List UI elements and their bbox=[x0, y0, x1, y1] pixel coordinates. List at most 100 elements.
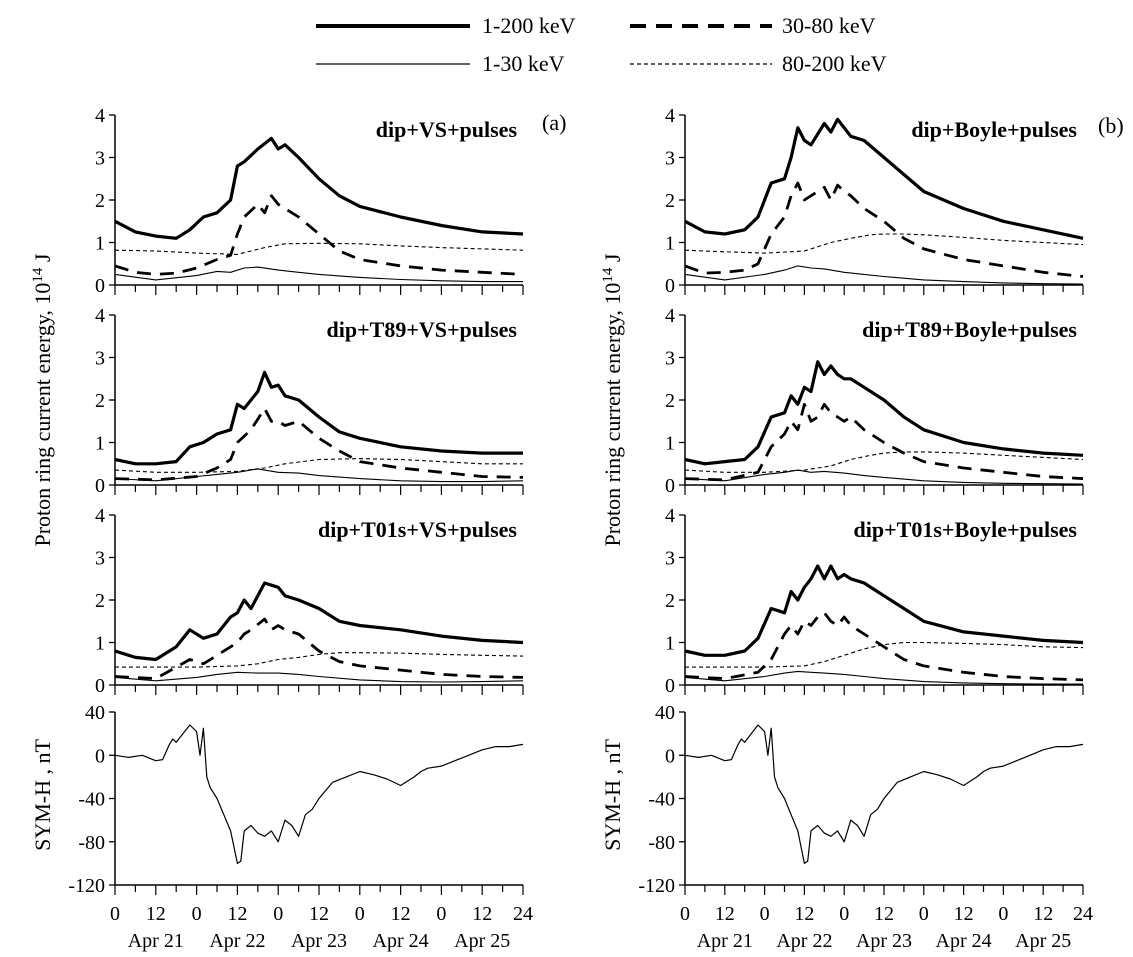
series-line-80-200-keV bbox=[684, 451, 1084, 473]
series-line-80-200-keV bbox=[115, 652, 524, 668]
series-line-SYM-H bbox=[684, 724, 1084, 865]
series-line-30-80-keV bbox=[684, 611, 1084, 682]
y-tick-label: 1 bbox=[665, 233, 675, 255]
y-tick-label: 40 bbox=[655, 702, 675, 724]
x-tick-label: 0 bbox=[680, 903, 690, 925]
x-tick-label: 0 bbox=[839, 903, 849, 925]
x-tick-label: 12 bbox=[472, 903, 492, 925]
x-date-label: Apr 24 bbox=[373, 930, 429, 952]
x-date-label: Apr 21 bbox=[128, 930, 184, 952]
y-tick-label: 3 bbox=[95, 148, 105, 170]
y-tick-label: 4 bbox=[95, 305, 105, 327]
y-tick-label: 0 bbox=[95, 675, 105, 697]
legend-label-30-80: 30-80 keV bbox=[782, 13, 876, 38]
y-tick-label: 2 bbox=[665, 190, 675, 212]
series-line-1-30-keV bbox=[684, 670, 1083, 685]
y-tick-label: 4 bbox=[665, 105, 675, 127]
series-line-1-200-keV bbox=[684, 564, 1084, 657]
series-line-SYM-H bbox=[114, 724, 524, 865]
plots: 01234dip+VS+pulses01234dip+T89+VS+pulses… bbox=[68, 105, 1093, 952]
y-tick-label: 40 bbox=[85, 702, 105, 724]
y-tick-label: 1 bbox=[665, 433, 675, 455]
series-line-1-200-keV bbox=[684, 117, 1084, 240]
series-line-30-80-keV bbox=[114, 617, 524, 680]
y-tick-label: 3 bbox=[95, 348, 105, 370]
x-tick-label: 0 bbox=[998, 903, 1008, 925]
series-line-80-200-keV bbox=[685, 641, 1084, 668]
x-tick-label: 12 bbox=[391, 903, 411, 925]
y-tick-label: 0 bbox=[665, 275, 675, 297]
x-date-label: Apr 24 bbox=[936, 930, 992, 952]
legend-label-1-200: 1-200 keV bbox=[482, 13, 576, 38]
x-tick-label: 24 bbox=[513, 903, 533, 925]
series-line-1-30-keV bbox=[114, 266, 523, 283]
y-tick-label: 1 bbox=[95, 233, 105, 255]
legend: 1-200 keV 30-80 keV 1-30 keV 80-200 keV bbox=[316, 13, 887, 76]
y-tick-label: 1 bbox=[95, 433, 105, 455]
x-tick-label: 0 bbox=[192, 903, 202, 925]
x-tick-label: 0 bbox=[436, 903, 446, 925]
y-tick-label: 4 bbox=[665, 305, 675, 327]
series-line-1-200-keV bbox=[114, 370, 523, 466]
y-tick-label: 0 bbox=[665, 475, 675, 497]
series-line-80-200-keV bbox=[114, 242, 524, 255]
subplot-1-2: 0 1 2 3 4 dip+T01s+Boyle+pulses bbox=[665, 505, 1084, 697]
x-date-label: Apr 22 bbox=[209, 930, 265, 952]
x-tick-label: 12 bbox=[146, 903, 166, 925]
y-tick-label: -80 bbox=[78, 832, 105, 854]
series-line-30-80-keV bbox=[114, 407, 524, 482]
y-tick-label: -120 bbox=[638, 875, 675, 897]
subplot-0-1: 0 1 2 3 4 dip+T89+VS+pulses bbox=[95, 305, 524, 497]
y-tick-label: 3 bbox=[665, 148, 675, 170]
y-tick-label: 0 bbox=[665, 745, 675, 767]
y-tick-label: 2 bbox=[95, 190, 105, 212]
y-tick-label: 3 bbox=[665, 348, 675, 370]
x-tick-label: 12 bbox=[227, 903, 247, 925]
y-tick-label: -120 bbox=[68, 875, 105, 897]
y-tick-label: 1 bbox=[95, 633, 105, 655]
y-tick-label: 4 bbox=[95, 105, 105, 127]
series-line-1-30-keV bbox=[114, 671, 524, 683]
x-date-label: Apr 23 bbox=[856, 930, 912, 952]
series-line-80-200-keV bbox=[684, 233, 1084, 254]
series-line-1-200-keV bbox=[114, 136, 524, 240]
series-line-1-200-keV bbox=[114, 581, 524, 662]
series-line-1-30-keV bbox=[114, 468, 524, 483]
x-date-label: Apr 22 bbox=[776, 930, 832, 952]
y-tick-label: -40 bbox=[78, 789, 105, 811]
y-tick-label: 0 bbox=[95, 745, 105, 767]
x-tick-label: 0 bbox=[919, 903, 929, 925]
subplot-title: dip+T89+Boyle+pulses bbox=[862, 317, 1077, 342]
x-tick-label: 12 bbox=[874, 903, 894, 925]
x-date-label: Apr 25 bbox=[1015, 930, 1071, 952]
x-tick-label: 12 bbox=[715, 903, 735, 925]
subplot-title: dip+T01s+Boyle+pulses bbox=[854, 517, 1078, 542]
y-tick-label: 2 bbox=[665, 590, 675, 612]
y-tick-label: 0 bbox=[95, 275, 105, 297]
subplot-0-0: 0 1 2 3 4 dip+VS+pulses bbox=[95, 105, 524, 297]
x-date-label: Apr 25 bbox=[454, 930, 510, 952]
subplot-1-0: 0 1 2 3 4 dip+Boyle+pulses bbox=[665, 105, 1084, 297]
y-tick-label: 3 bbox=[95, 548, 105, 570]
subplot-title: dip+VS+pulses bbox=[376, 117, 518, 142]
x-tick-label: 12 bbox=[1033, 903, 1053, 925]
legend-label-80-200: 80-200 keV bbox=[782, 51, 887, 76]
series-line-30-80-keV bbox=[684, 402, 1084, 482]
y-axis-label-symh-a: SYM-H , nT bbox=[30, 739, 55, 851]
series-line-30-80-keV bbox=[114, 194, 524, 276]
x-tick-label: 12 bbox=[309, 903, 329, 925]
y-tick-label: 4 bbox=[95, 505, 105, 527]
series-line-30-80-keV bbox=[684, 181, 1084, 278]
subplot-title: dip+Boyle+pulses bbox=[911, 117, 1077, 142]
subplot-1-1: 0 1 2 3 4 dip+T89+Boyle+pulses bbox=[665, 305, 1084, 497]
panel-label-b: (b) bbox=[1098, 113, 1124, 138]
x-tick-label: 12 bbox=[794, 903, 814, 925]
x-tick-label: 12 bbox=[954, 903, 974, 925]
y-tick-label: 1 bbox=[665, 633, 675, 655]
panel-label-a: (a) bbox=[542, 110, 566, 135]
series-line-1-200-keV bbox=[684, 360, 1084, 466]
y-tick-label: 0 bbox=[665, 675, 675, 697]
